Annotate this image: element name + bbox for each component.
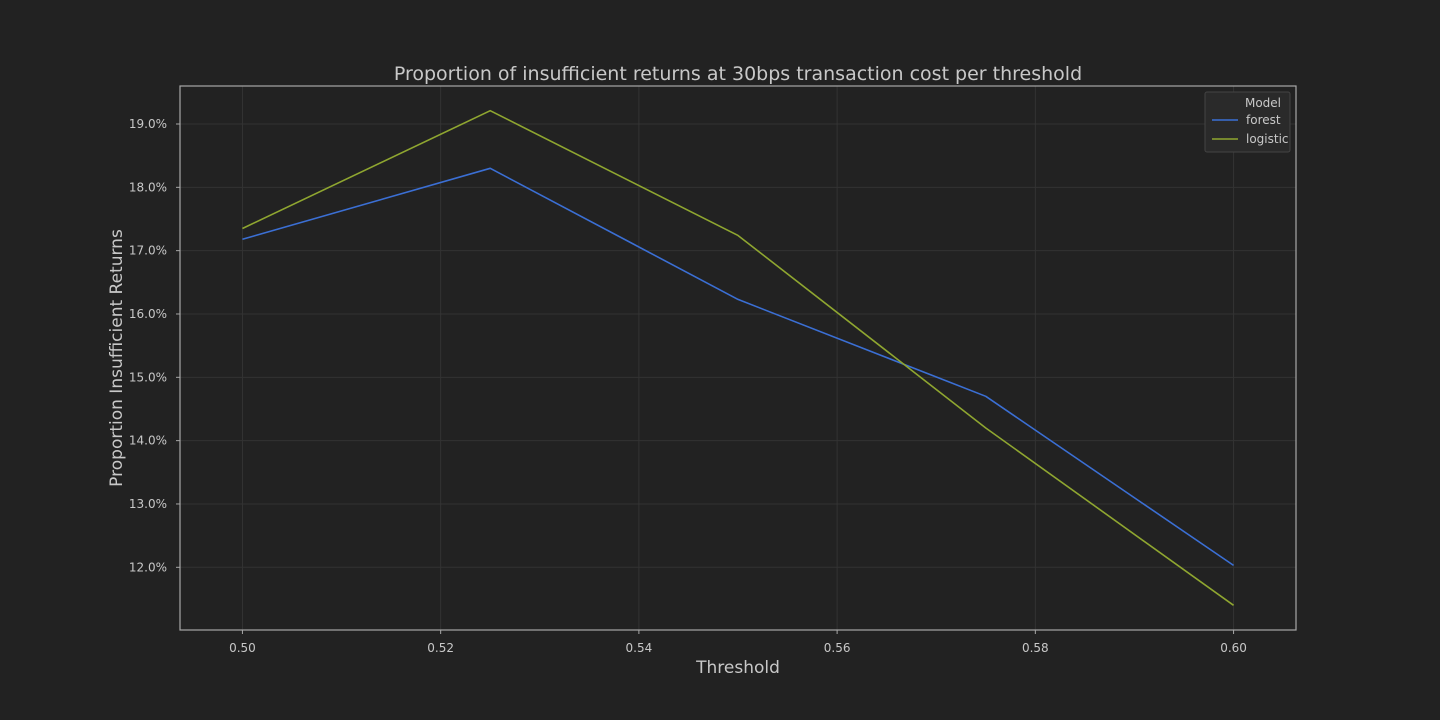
legend: Model forest logistic: [1204, 91, 1291, 153]
y-tick-label: 15.0%: [129, 370, 167, 384]
legend-box: [1204, 91, 1291, 153]
x-tick-label: 0.60: [1220, 641, 1247, 655]
x-tick-label: 0.50: [229, 641, 256, 655]
y-tick-label: 18.0%: [129, 180, 167, 194]
chart-title: Proportion of insufficient returns at 30…: [394, 63, 1082, 85]
y-tick-label: 12.0%: [129, 560, 167, 574]
y-tick-label: 17.0%: [129, 244, 167, 258]
y-tick-label: 13.0%: [129, 497, 167, 511]
grid: [180, 86, 1296, 630]
y-axis-label: Proportion Insufficient Returns: [107, 229, 127, 487]
legend-title: Model: [1245, 96, 1281, 110]
series-layer: [242, 109, 1235, 606]
plot-frame: [179, 85, 1297, 631]
x-tick-label: 0.52: [427, 641, 454, 655]
y-tick-label: 14.0%: [129, 434, 167, 448]
x-tick-label: 0.58: [1022, 641, 1049, 655]
x-axis: 0.50 0.52 0.54 0.56 0.58 0.60: [229, 630, 1247, 655]
y-tick-label: 16.0%: [129, 307, 167, 321]
legend-label-logistic: logistic: [1246, 132, 1289, 146]
y-axis: 12.0% 13.0% 14.0% 15.0% 16.0% 17.0% 18.0% 19.0%: [129, 117, 180, 574]
y-tick-label: 19.0%: [129, 117, 167, 131]
series-line-forest: [242, 167, 1235, 567]
x-axis-label: Threshold: [695, 658, 780, 678]
x-tick-label: 0.56: [824, 641, 851, 655]
legend-label-forest: forest: [1246, 113, 1281, 127]
series-line-logistic: [242, 109, 1235, 606]
x-tick-label: 0.54: [626, 641, 653, 655]
